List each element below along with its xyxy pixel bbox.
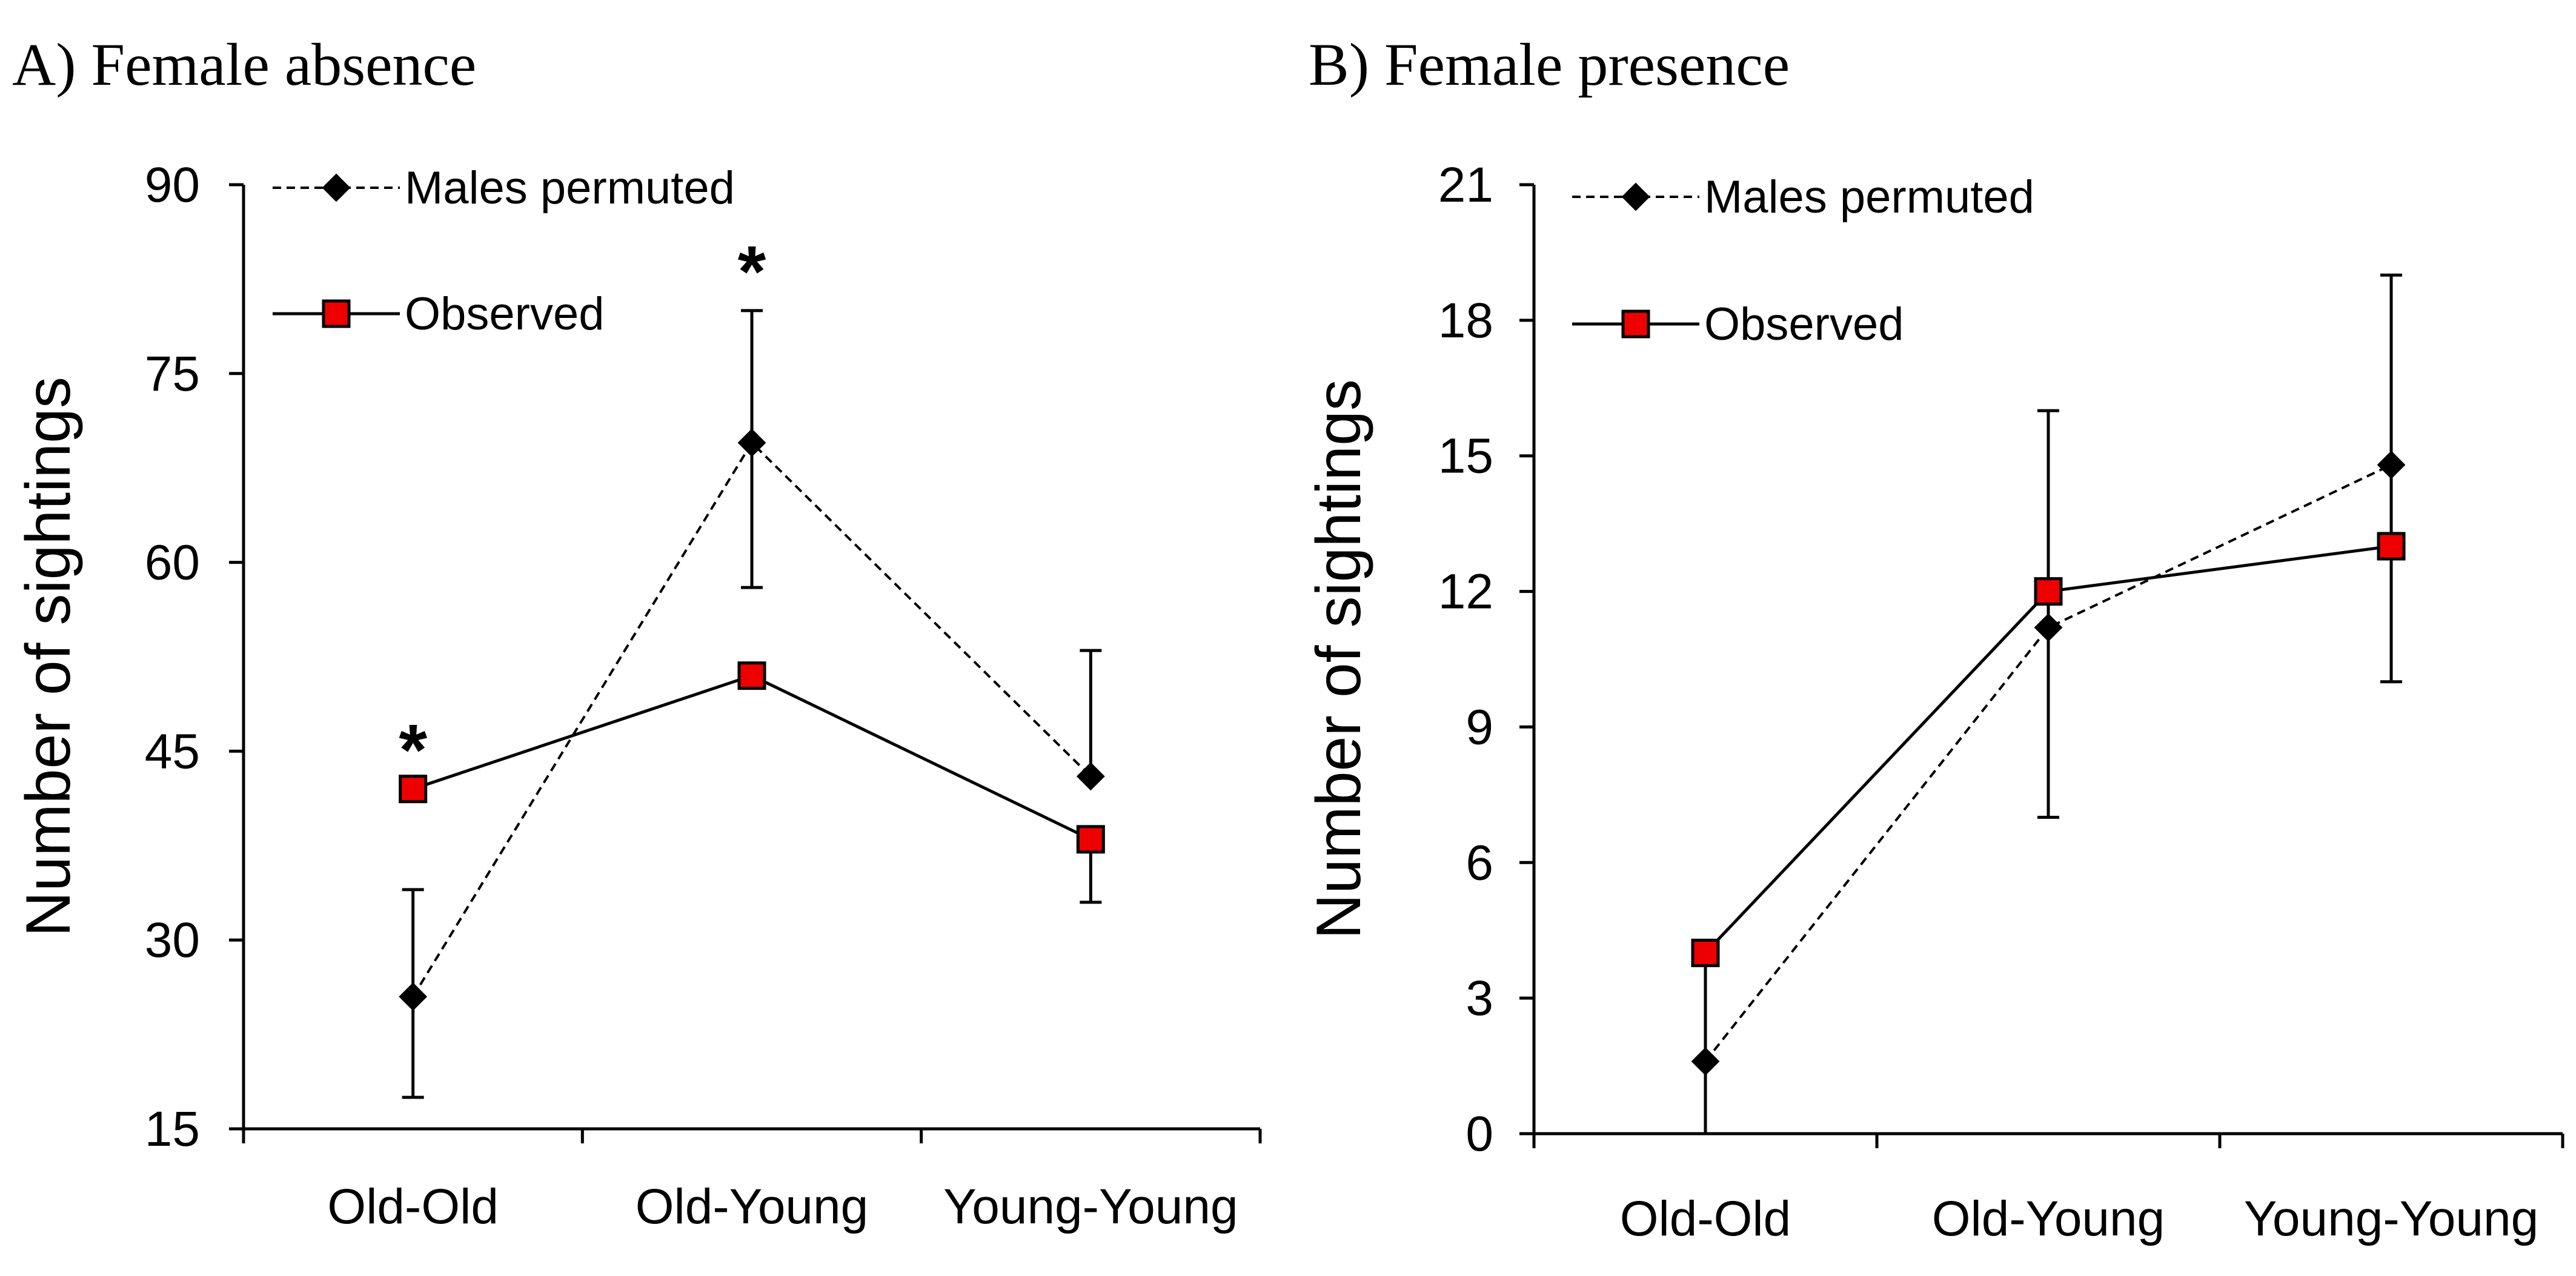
legend-label: Observed bbox=[405, 288, 605, 340]
legend: Males permuted Observed bbox=[1572, 171, 2034, 350]
panel-b: B) Female presence 0 3 6 9 12 15 18 21 Old-Old Old… bbox=[1304, 31, 2564, 1246]
series-observed bbox=[399, 661, 1105, 904]
y-tick-label: 90 bbox=[145, 157, 200, 213]
y-axis-title: Number of sightings bbox=[1304, 379, 1374, 939]
y-tick-label: 9 bbox=[1466, 699, 1493, 755]
data-point-diamond bbox=[1076, 762, 1105, 791]
data-point-square bbox=[1076, 825, 1105, 854]
data-point-diamond bbox=[2034, 613, 2063, 642]
y-tick-label: 15 bbox=[145, 1102, 200, 1157]
x-tick-label: Young-Young bbox=[943, 1179, 1238, 1234]
legend-marker-square bbox=[322, 299, 351, 328]
data-point-square bbox=[1691, 939, 1720, 968]
y-tick-label: 3 bbox=[1466, 971, 1493, 1026]
y-tick-label: 0 bbox=[1466, 1106, 1493, 1162]
series-observed bbox=[1691, 532, 2406, 968]
significance-star: * bbox=[738, 231, 766, 312]
x-tick-label: Old-Young bbox=[636, 1179, 869, 1234]
x-tick-label: Young-Young bbox=[2244, 1191, 2538, 1246]
legend-label: Observed bbox=[1704, 299, 1904, 350]
data-point-diamond bbox=[2377, 451, 2406, 480]
x-tick-label: Old-Old bbox=[1620, 1191, 1791, 1246]
data-point-diamond bbox=[1691, 1047, 1720, 1076]
series-males-permuted bbox=[1691, 273, 2406, 1136]
x-tick-label: Old-Old bbox=[327, 1179, 499, 1234]
data-point-diamond bbox=[737, 428, 766, 457]
significance-star: * bbox=[399, 710, 427, 791]
data-point-square bbox=[737, 661, 766, 690]
x-tick-label: Old-Young bbox=[1932, 1191, 2165, 1246]
data-point-square bbox=[2377, 532, 2406, 561]
y-tick-label: 15 bbox=[1438, 429, 1493, 484]
legend-marker-diamond bbox=[322, 173, 351, 202]
y-tick-label: 60 bbox=[145, 535, 200, 590]
y-tick-label: 6 bbox=[1466, 835, 1493, 890]
legend-marker-square bbox=[1621, 309, 1650, 339]
legend-label: Males permuted bbox=[405, 162, 735, 214]
data-point-square bbox=[2034, 577, 2063, 606]
legend-label: Males permuted bbox=[1704, 171, 2034, 223]
y-tick-label: 45 bbox=[145, 724, 200, 779]
panel-title: A) Female absence bbox=[12, 31, 476, 98]
y-tick-label: 18 bbox=[1438, 293, 1493, 348]
legend-item-males-permuted: Males permuted bbox=[273, 162, 735, 214]
data-point-diamond bbox=[399, 982, 428, 1011]
y-axis-title: Number of sightings bbox=[13, 377, 84, 937]
legend: Males permuted Observed bbox=[273, 162, 735, 340]
series-line bbox=[412, 673, 1092, 841]
y-tick-label: 21 bbox=[1438, 157, 1493, 213]
series-line bbox=[1704, 463, 2392, 1062]
y-tick-label: 75 bbox=[145, 346, 200, 402]
data-point-square bbox=[399, 775, 428, 804]
legend-item-observed: Observed bbox=[273, 288, 605, 340]
panel-title: B) Female presence bbox=[1309, 31, 1790, 98]
y-tick-label: 30 bbox=[145, 913, 200, 968]
legend-item-observed: Observed bbox=[1572, 299, 1904, 350]
panel-a: A) Female absence 15 30 45 60 75 90 Old-Old Old-… bbox=[12, 31, 1262, 1234]
legend-marker-diamond bbox=[1621, 182, 1650, 211]
series-line bbox=[411, 440, 1092, 997]
series-males-permuted bbox=[399, 309, 1105, 1099]
y-tick-label: 12 bbox=[1438, 564, 1493, 620]
legend-item-males-permuted: Males permuted bbox=[1572, 171, 2034, 223]
